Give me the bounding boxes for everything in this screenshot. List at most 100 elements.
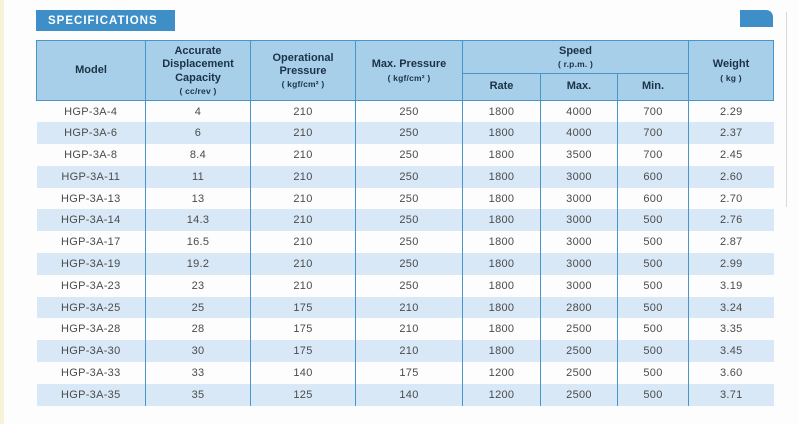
page-fold-line [786, 12, 787, 207]
cell-speed-rate: 1800 [462, 122, 541, 145]
table-row: HGP-3A-30 30 175 210 1800 2500 500 3.45 [36, 340, 774, 363]
cell-operational-pressure: 210 [250, 165, 356, 188]
cell-speed-min: 500 [616, 274, 689, 297]
cell-speed-max: 2500 [540, 318, 618, 341]
cell-model: HGP-3A-8 [64, 148, 118, 161]
cell-max-pressure: 250 [355, 253, 463, 275]
cell-max-pressure: 250 [355, 100, 463, 123]
cell-weight: 3.19 [688, 274, 774, 297]
unit-label: ( kgf/cm² ) [281, 79, 325, 90]
col-header-operational-pressure: Operational Pressure ( kgf/cm² ) [250, 40, 356, 101]
cell-weight: 2.70 [688, 187, 774, 210]
cell-speed-min: 500 [616, 318, 689, 341]
cell-operational-pressure: 140 [250, 362, 356, 384]
cell-speed-rate: 1800 [462, 340, 541, 363]
unit-label: ( r.p.m. ) [557, 59, 594, 69]
cell-speed-min: 500 [616, 340, 689, 363]
cell-operational-pressure: 210 [250, 122, 356, 145]
cell-speed-min: 700 [616, 100, 689, 123]
col-header-speed-max: Max. [540, 73, 618, 101]
table-row: HGP-3A-17 16.5 210 250 1800 3000 500 2.87 [37, 231, 774, 254]
cell-operational-pressure: 210 [250, 253, 356, 275]
table-body: HGP-3A-4 4 210 250 1800 4000 700 2.29 HGP-3A-6 6 2… [36, 100, 774, 406]
cell-max-pressure: 250 [355, 209, 463, 232]
cell-speed-rate: 1800 [462, 318, 541, 341]
cell-operational-pressure: 210 [250, 187, 356, 210]
cell-speed-max: 3500 [540, 144, 618, 166]
table-row: HGP-3A-6 6 210 250 1800 4000 700 2.37 [36, 122, 774, 145]
col-header-speed-rate: Rate [462, 73, 541, 101]
cell-max-pressure: 210 [355, 318, 463, 341]
table-header: Model Accurate Displacement Capacity ( c… [36, 40, 775, 101]
cell-speed-max: 3000 [540, 209, 618, 232]
col-header-speed-min: Min. [616, 73, 690, 101]
cell-speed-rate: 1200 [462, 362, 541, 384]
cell-speed-max: 4000 [540, 122, 618, 145]
cell-speed-rate: 1800 [462, 187, 541, 210]
cell-speed-rate: 1800 [462, 231, 541, 254]
cell-speed-min: 500 [616, 362, 689, 384]
cell-speed-max: 3000 [540, 231, 618, 254]
cell-capacity: 4 [145, 100, 251, 123]
specifications-table: Model Accurate Displacement Capacity ( c… [36, 40, 775, 406]
unit-label: ( kg ) [720, 72, 742, 83]
cell-speed-min: 500 [616, 209, 689, 232]
cell-operational-pressure: 210 [250, 100, 356, 123]
section-title: SPECIFICATIONS [48, 14, 158, 27]
unit-label: ( cc/rev ) [179, 85, 217, 96]
cell-speed-min: 500 [616, 296, 689, 319]
cell-capacity: 33 [145, 362, 251, 384]
cell-capacity: 16.5 [145, 231, 251, 254]
cell-weight: 2.37 [688, 122, 774, 145]
cell-speed-max: 4000 [540, 100, 618, 123]
table-row: HGP-3A-11 11 210 250 1800 3000 600 2.60 [36, 165, 774, 188]
table-row: HGP-3A-13 13 210 250 1800 3000 600 2.70 [37, 187, 774, 210]
cell-speed-rate: 1800 [462, 296, 541, 319]
header-band-end [740, 10, 773, 27]
table-row: HGP-3A-14 14.3 210 250 1800 3000 500 2.76 [36, 209, 774, 232]
cell-model: HGP-3A-23 [60, 279, 121, 292]
cell-max-pressure: 250 [355, 122, 463, 145]
cell-capacity: 23 [145, 274, 251, 297]
cell-speed-max: 3000 [540, 274, 618, 297]
cell-capacity: 35 [145, 383, 251, 406]
cell-capacity: 8.4 [145, 144, 251, 166]
cell-operational-pressure: 175 [250, 318, 356, 341]
table-row: HGP-3A-28 28 175 210 1800 2500 500 3.35 [37, 318, 774, 341]
cell-max-pressure: 250 [355, 187, 463, 210]
cell-capacity: 13 [145, 187, 251, 210]
cell-model: HGP-3A-6 [36, 122, 146, 145]
cell-weight: 2.60 [688, 165, 774, 188]
cell-max-pressure: 250 [355, 165, 463, 188]
cell-max-pressure: 210 [355, 340, 463, 363]
cell-speed-max: 2500 [540, 362, 618, 384]
table-row: HGP-3A-19 19.2 210 250 1800 3000 500 2.99 [36, 253, 774, 275]
cell-model: HGP-3A-4 [64, 105, 118, 118]
table-row: HGP-3A-8 8.4 210 250 1800 3500 700 2.45 [37, 144, 774, 166]
cell-weight: 3.71 [688, 383, 774, 406]
cell-speed-max: 2500 [540, 383, 618, 406]
cell-model: HGP-3A-11 [36, 165, 146, 188]
cell-speed-min: 600 [616, 165, 689, 188]
cell-model: HGP-3A-30 [36, 340, 146, 363]
cell-capacity: 11 [145, 165, 251, 188]
cell-model: HGP-3A-35 [36, 383, 146, 406]
cell-max-pressure: 210 [355, 296, 463, 319]
table-row: HGP-3A-23 23 210 250 1800 3000 500 3.19 [37, 274, 774, 297]
cell-capacity: 28 [145, 318, 251, 341]
cell-operational-pressure: 175 [250, 340, 356, 363]
cell-weight: 2.29 [688, 100, 774, 123]
cell-weight: 3.45 [688, 340, 774, 363]
cell-speed-max: 3000 [540, 187, 618, 210]
col-header-weight: Weight ( kg ) [688, 40, 775, 101]
cell-speed-max: 3000 [540, 165, 618, 188]
cell-weight: 2.87 [688, 231, 774, 254]
col-group-speed: Speed ( r.p.m. ) [461, 40, 690, 74]
cell-operational-pressure: 210 [250, 209, 356, 232]
cell-model: HGP-3A-33 [60, 366, 121, 379]
cell-max-pressure: 250 [355, 274, 463, 297]
cell-speed-min: 700 [616, 122, 689, 145]
cell-speed-rate: 1200 [462, 383, 541, 406]
cell-capacity: 19.2 [145, 253, 251, 275]
cell-weight: 3.60 [688, 362, 774, 384]
